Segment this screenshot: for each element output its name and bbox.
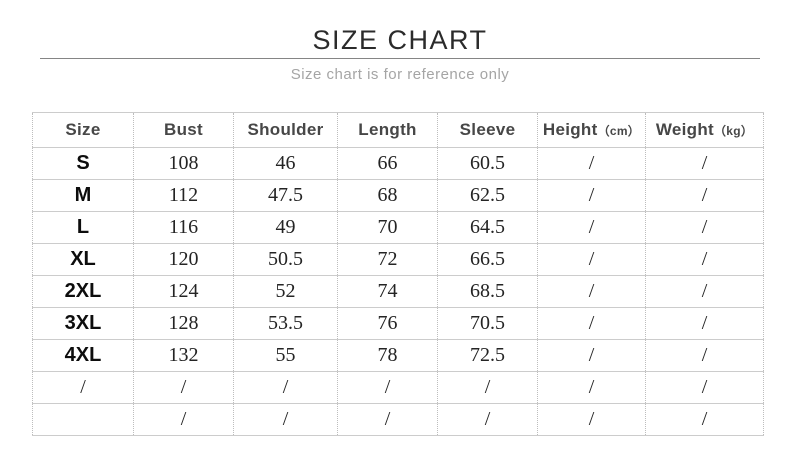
size-chart-table: Size Bust Shoulder Length Sleeve Height（…: [32, 112, 764, 436]
table-row-4xl: 4XL 132 55 78 72.5 / /: [32, 339, 764, 372]
table-cell: 66: [337, 147, 438, 180]
table-row-s: S 108 46 66 60.5 / /: [32, 147, 764, 180]
column-header-weight: Weight（kg）: [645, 112, 764, 148]
table-header-row: Size Bust Shoulder Length Sleeve Height（…: [32, 112, 764, 148]
table-cell: /: [337, 403, 438, 436]
table-cell: /: [437, 371, 538, 404]
table-cell: 64.5: [437, 211, 538, 244]
size-cell: S: [32, 147, 134, 180]
column-header-label: Weight: [655, 120, 714, 139]
table-cell: 50.5: [233, 243, 338, 276]
table-cell: 68: [337, 179, 438, 212]
column-header-length: Length: [337, 112, 438, 148]
title-divider-line: [40, 58, 760, 59]
table-cell: 49: [233, 211, 338, 244]
table-cell: /: [337, 371, 438, 404]
table-cell: 76: [337, 307, 438, 340]
column-header-label: Length: [358, 120, 417, 139]
table-cell: /: [537, 339, 646, 372]
size-cell: 3XL: [32, 307, 134, 340]
table-cell: 132: [133, 339, 234, 372]
table-cell: 55: [233, 339, 338, 372]
column-header-label: Shoulder: [247, 120, 324, 139]
table-cell: 120: [133, 243, 234, 276]
table-cell: /: [537, 307, 646, 340]
table-cell: 124: [133, 275, 234, 308]
table-row-l: L 116 49 70 64.5 / /: [32, 211, 764, 244]
table-cell: 66.5: [437, 243, 538, 276]
table-cell: /: [133, 371, 234, 404]
table-row-m: M 112 47.5 68 62.5 / /: [32, 179, 764, 212]
table-cell: 116: [133, 211, 234, 244]
table-cell: 108: [133, 147, 234, 180]
table-cell: /: [645, 147, 764, 180]
table-cell: /: [537, 211, 646, 244]
table-cell: /: [537, 179, 646, 212]
size-cell: 4XL: [32, 339, 134, 372]
table-cell: 70.5: [437, 307, 538, 340]
column-header-unit: （cm）: [597, 124, 641, 138]
table-cell: /: [233, 403, 338, 436]
table-cell: 60.5: [437, 147, 538, 180]
table-cell: 53.5: [233, 307, 338, 340]
table-cell: 47.5: [233, 179, 338, 212]
table-row-empty-2: / / / / / /: [32, 403, 764, 436]
table-cell: /: [645, 275, 764, 308]
table-cell: /: [645, 403, 764, 436]
table-row-empty-1: / / / / / / /: [32, 371, 764, 404]
table-cell: /: [645, 243, 764, 276]
table-cell: /: [645, 371, 764, 404]
column-header-label: Size: [65, 120, 101, 139]
table-cell: /: [645, 339, 764, 372]
table-cell: /: [437, 403, 538, 436]
table-cell: /: [133, 403, 234, 436]
table-cell: /: [645, 307, 764, 340]
table-cell: [32, 403, 134, 436]
column-header-label: Height: [542, 120, 598, 139]
column-header-label: Bust: [164, 120, 203, 139]
column-header-bust: Bust: [133, 112, 234, 148]
table-cell: 112: [133, 179, 234, 212]
column-header-height: Height（cm）: [537, 112, 646, 148]
table-cell: /: [32, 371, 134, 404]
table-row-xl: XL 120 50.5 72 66.5 / /: [32, 243, 764, 276]
table-cell: 128: [133, 307, 234, 340]
column-header-label: Sleeve: [459, 120, 516, 139]
table-cell: 46: [233, 147, 338, 180]
table-cell: 62.5: [437, 179, 538, 212]
table-cell: 72.5: [437, 339, 538, 372]
size-cell: 2XL: [32, 275, 134, 308]
table-row-3xl: 3XL 128 53.5 76 70.5 / /: [32, 307, 764, 340]
page-subtitle: Size chart is for reference only: [290, 66, 510, 83]
column-header-sleeve: Sleeve: [437, 112, 538, 148]
table-cell: 74: [337, 275, 438, 308]
table-cell: /: [537, 243, 646, 276]
table-cell: 68.5: [437, 275, 538, 308]
table-cell: 52: [233, 275, 338, 308]
table-row-2xl: 2XL 124 52 74 68.5 / /: [32, 275, 764, 308]
table-cell: /: [233, 371, 338, 404]
table-cell: /: [645, 179, 764, 212]
size-cell: M: [32, 179, 134, 212]
table-cell: /: [537, 275, 646, 308]
size-cell: L: [32, 211, 134, 244]
column-header-size: Size: [32, 112, 134, 148]
table-cell: /: [537, 147, 646, 180]
column-header-shoulder: Shoulder: [233, 112, 338, 148]
table-cell: 78: [337, 339, 438, 372]
table-cell: 72: [337, 243, 438, 276]
table-cell: /: [537, 371, 646, 404]
page-title: SIZE CHART: [312, 25, 488, 55]
table-cell: 70: [337, 211, 438, 244]
table-cell: /: [537, 403, 646, 436]
table-cell: /: [645, 211, 764, 244]
column-header-unit: （kg）: [713, 124, 754, 138]
size-cell: XL: [32, 243, 134, 276]
